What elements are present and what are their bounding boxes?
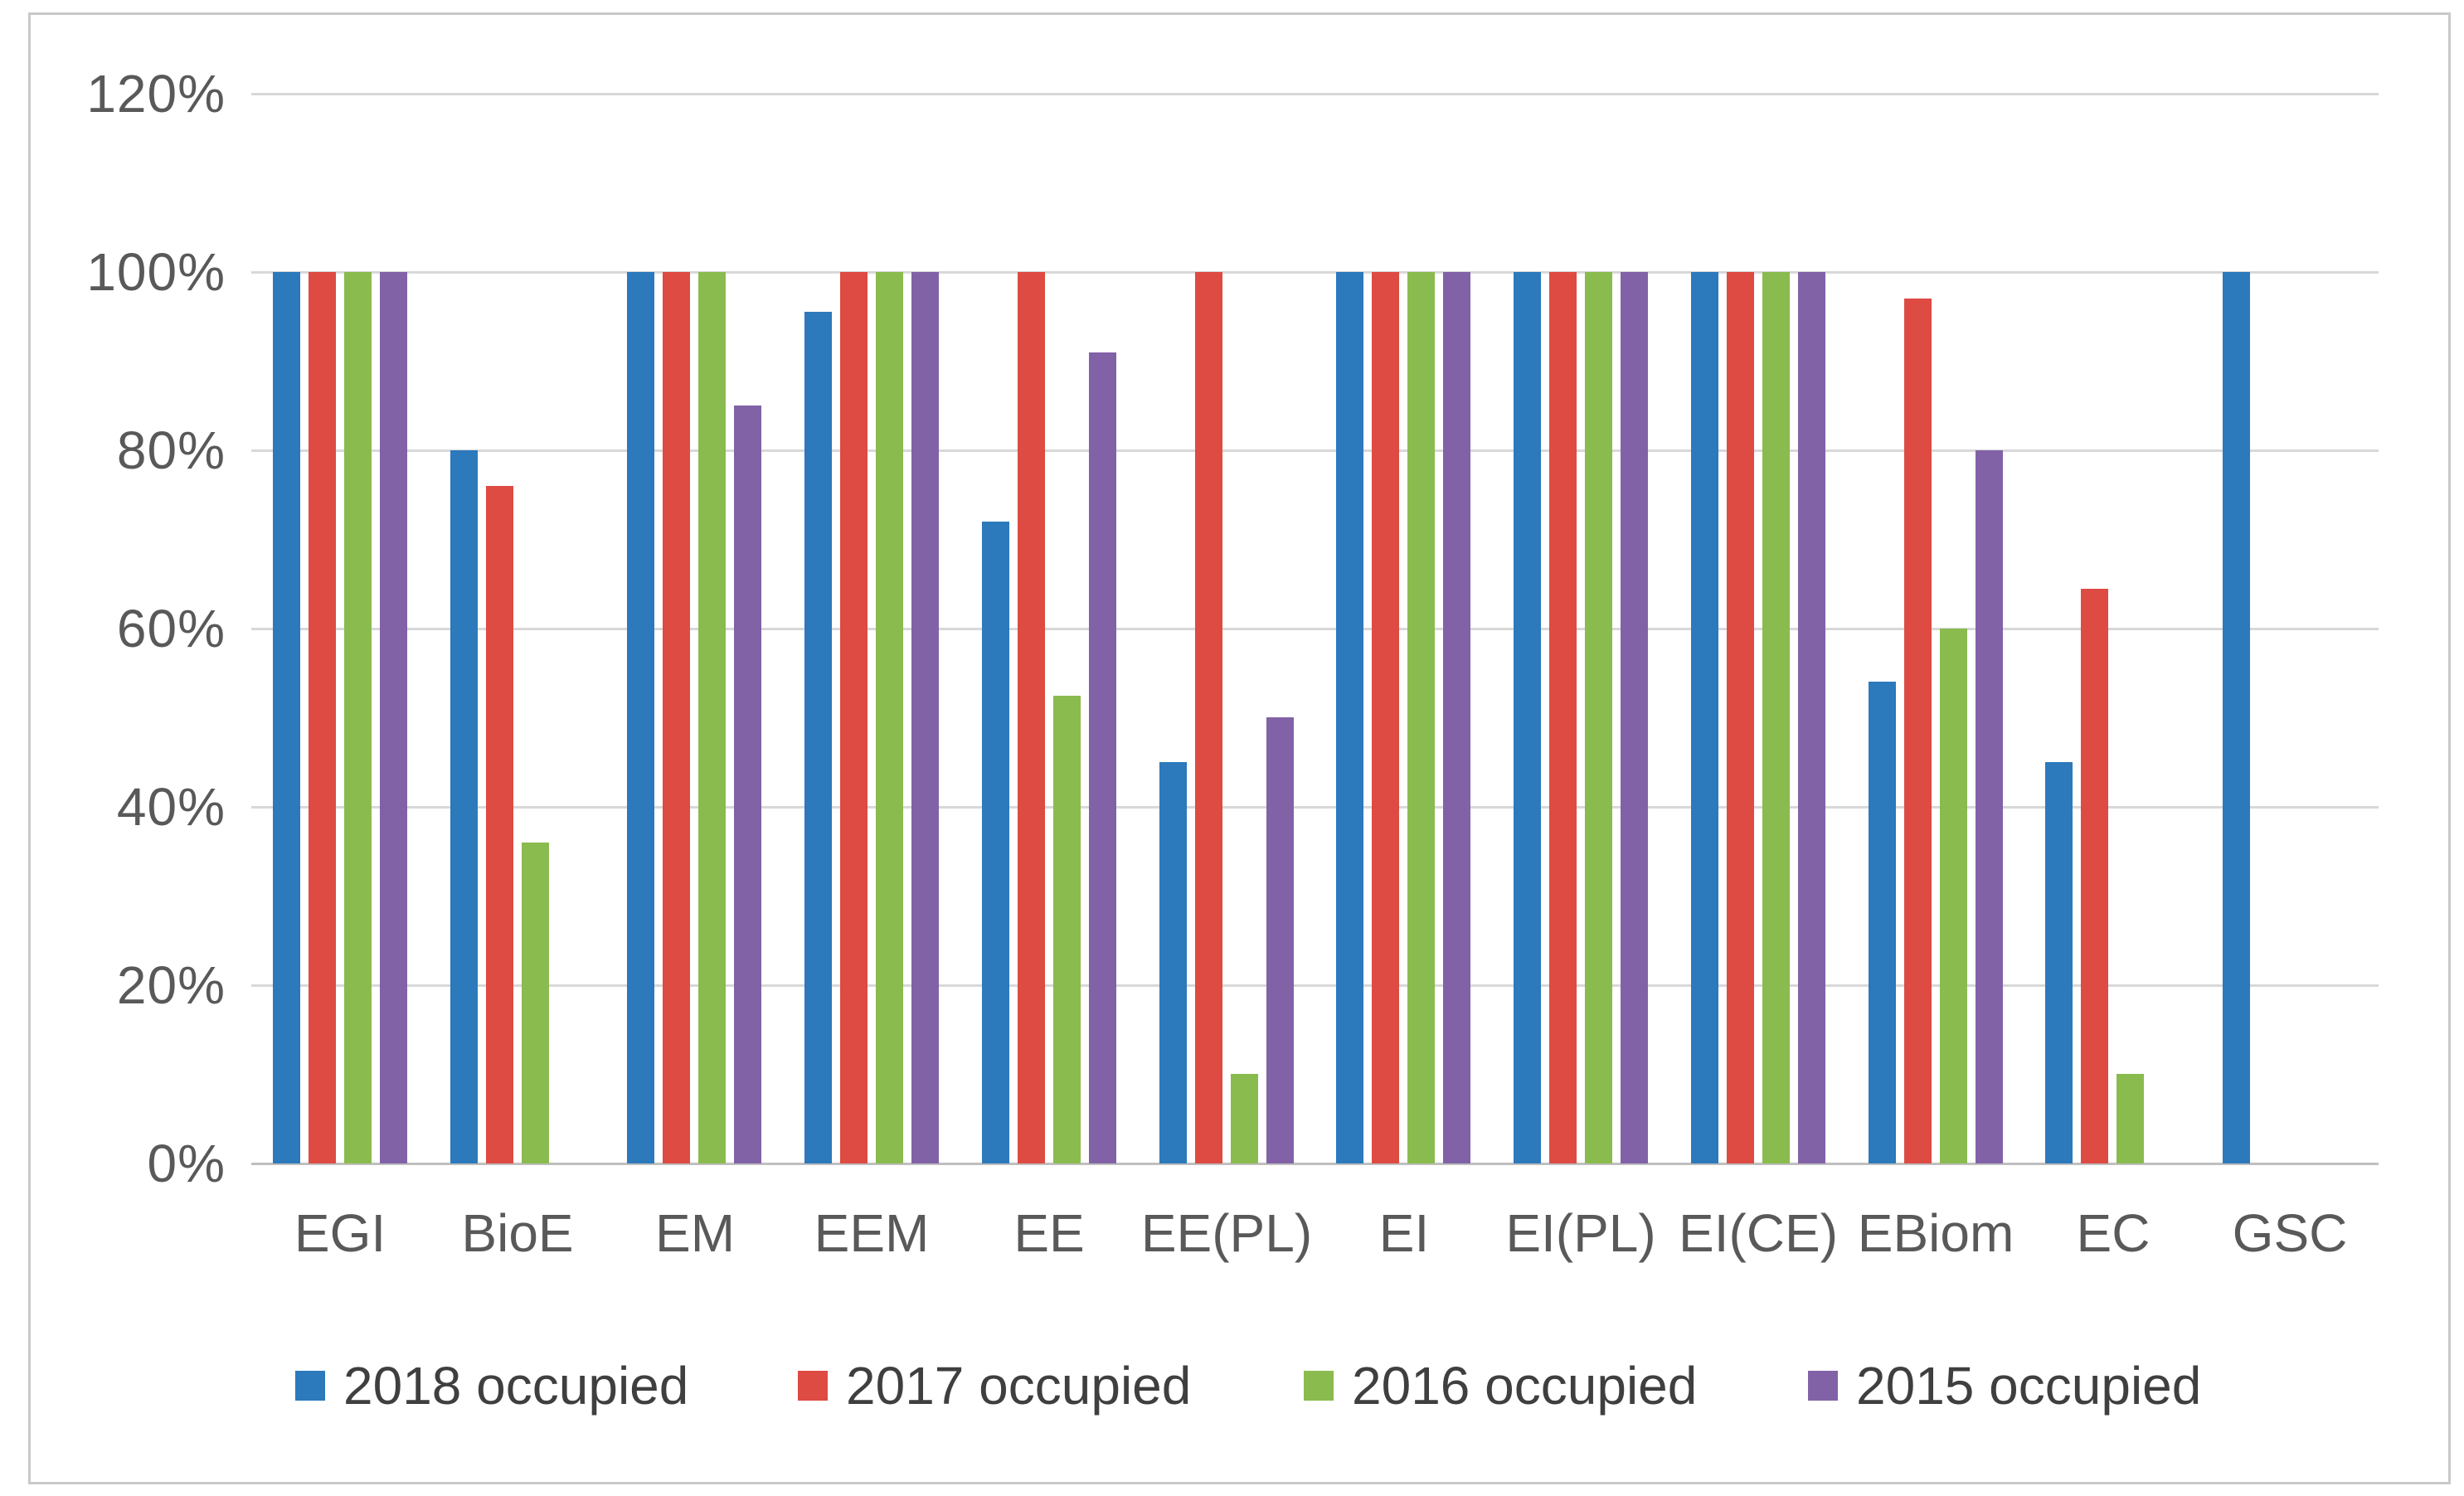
bar-EEM-2016 <box>876 272 903 1163</box>
x-axis-category-label-EE(PL): EE(PL) <box>1140 1203 1313 1263</box>
y-axis-tick-label: 120% <box>86 64 226 124</box>
x-axis-category-label-EI: EI <box>1378 1203 1430 1263</box>
legend-label: 2017 occupied <box>846 1356 1192 1416</box>
x-axis-category-label-GSC: GSC <box>2232 1203 2348 1263</box>
bar-EE-2016 <box>1053 696 1081 1163</box>
y-axis-tick-label: 20% <box>116 955 226 1015</box>
bar-BioE-2016 <box>522 843 549 1163</box>
bar-EBiom-2016 <box>1940 629 1967 1163</box>
bar-EGI-2018 <box>273 272 300 1163</box>
gridline-60 <box>251 628 2379 630</box>
x-axis-category-label-EEM: EEM <box>814 1203 930 1263</box>
bar-EC-2018 <box>2045 762 2073 1163</box>
legend-marker-icon <box>798 1371 828 1401</box>
gridline-120 <box>251 93 2379 95</box>
x-axis-category-label-EGI: EGI <box>294 1203 386 1263</box>
bar-EBiom-2015 <box>1976 450 2003 1163</box>
legend-label: 2016 occupied <box>1352 1356 1698 1416</box>
y-axis-tick-label: 0% <box>147 1134 226 1193</box>
x-axis-line <box>251 1163 2379 1165</box>
y-axis-tick-label: 80% <box>116 420 226 480</box>
bar-EI-2017 <box>1372 272 1399 1163</box>
x-axis-category-label-EM: EM <box>655 1203 735 1263</box>
bar-EM-2015 <box>734 406 761 1163</box>
legend-label: 2015 occupied <box>1856 1356 2202 1416</box>
bar-EC-2017 <box>2081 589 2108 1163</box>
bar-EBiom-2018 <box>1869 682 1896 1163</box>
x-axis-category-label-BioE: BioE <box>461 1203 574 1263</box>
bar-EGI-2016 <box>344 272 372 1163</box>
y-axis-tick-label: 40% <box>116 777 226 837</box>
bar-EBiom-2017 <box>1904 299 1932 1163</box>
bar-EI(CE)-2015 <box>1798 272 1825 1163</box>
bar-EE(PL)-2017 <box>1195 272 1222 1163</box>
bar-EE-2015 <box>1089 352 1116 1163</box>
bar-EM-2017 <box>663 272 690 1163</box>
legend-item-2017: 2017 occupied <box>798 1357 1191 1415</box>
bar-EI-2015 <box>1443 272 1470 1163</box>
legend-item-2016: 2016 occupied <box>1304 1357 1697 1415</box>
bar-EI-2016 <box>1407 272 1435 1163</box>
legend-label: 2018 occupied <box>343 1356 689 1416</box>
bar-EE(PL)-2015 <box>1266 717 1294 1163</box>
bar-EI(CE)-2016 <box>1762 272 1790 1163</box>
bar-EI(PL)-2017 <box>1549 272 1577 1163</box>
legend-marker-icon <box>295 1371 325 1401</box>
bar-EE(PL)-2016 <box>1231 1074 1258 1163</box>
x-axis-category-label-EC: EC <box>2076 1203 2151 1263</box>
bar-EE-2018 <box>982 522 1009 1163</box>
bar-EEM-2018 <box>804 312 832 1163</box>
y-axis-tick-label: 60% <box>116 599 226 658</box>
bar-EGI-2017 <box>309 272 336 1163</box>
bar-EEM-2017 <box>840 272 868 1163</box>
legend-item-2015: 2015 occupied <box>1808 1357 2201 1415</box>
bar-EI(CE)-2018 <box>1691 272 1718 1163</box>
legend-marker-icon <box>1808 1371 1838 1401</box>
x-axis-category-label-EI(PL): EI(PL) <box>1505 1203 1656 1263</box>
legend-marker-icon <box>1304 1371 1334 1401</box>
gridline-20 <box>251 984 2379 987</box>
bar-EE-2017 <box>1018 272 1045 1163</box>
bar-GSC-2018 <box>2223 272 2250 1163</box>
y-axis-tick-label: 100% <box>86 242 226 302</box>
bar-BioE-2017 <box>486 486 513 1163</box>
chart-border <box>28 12 2451 1484</box>
x-axis-category-label-EI(CE): EI(CE) <box>1679 1203 1838 1263</box>
bar-EM-2018 <box>627 272 654 1163</box>
bar-BioE-2018 <box>450 450 478 1163</box>
gridline-100 <box>251 271 2379 274</box>
bar-EI(CE)-2017 <box>1727 272 1754 1163</box>
bar-EI(PL)-2016 <box>1585 272 1612 1163</box>
bar-EEM-2015 <box>911 272 939 1163</box>
bar-EE(PL)-2018 <box>1159 762 1187 1163</box>
x-axis-category-label-EBiom: EBiom <box>1857 1203 2014 1263</box>
legend-item-2018: 2018 occupied <box>295 1357 688 1415</box>
bar-EGI-2015 <box>380 272 407 1163</box>
bar-EI(PL)-2018 <box>1514 272 1541 1163</box>
bar-EC-2016 <box>2117 1074 2144 1163</box>
bar-EM-2016 <box>698 272 726 1163</box>
gridline-40 <box>251 806 2379 809</box>
gridline-80 <box>251 449 2379 452</box>
bar-EI-2018 <box>1336 272 1363 1163</box>
x-axis-category-label-EE: EE <box>1013 1203 1085 1263</box>
bar-EI(PL)-2015 <box>1621 272 1648 1163</box>
